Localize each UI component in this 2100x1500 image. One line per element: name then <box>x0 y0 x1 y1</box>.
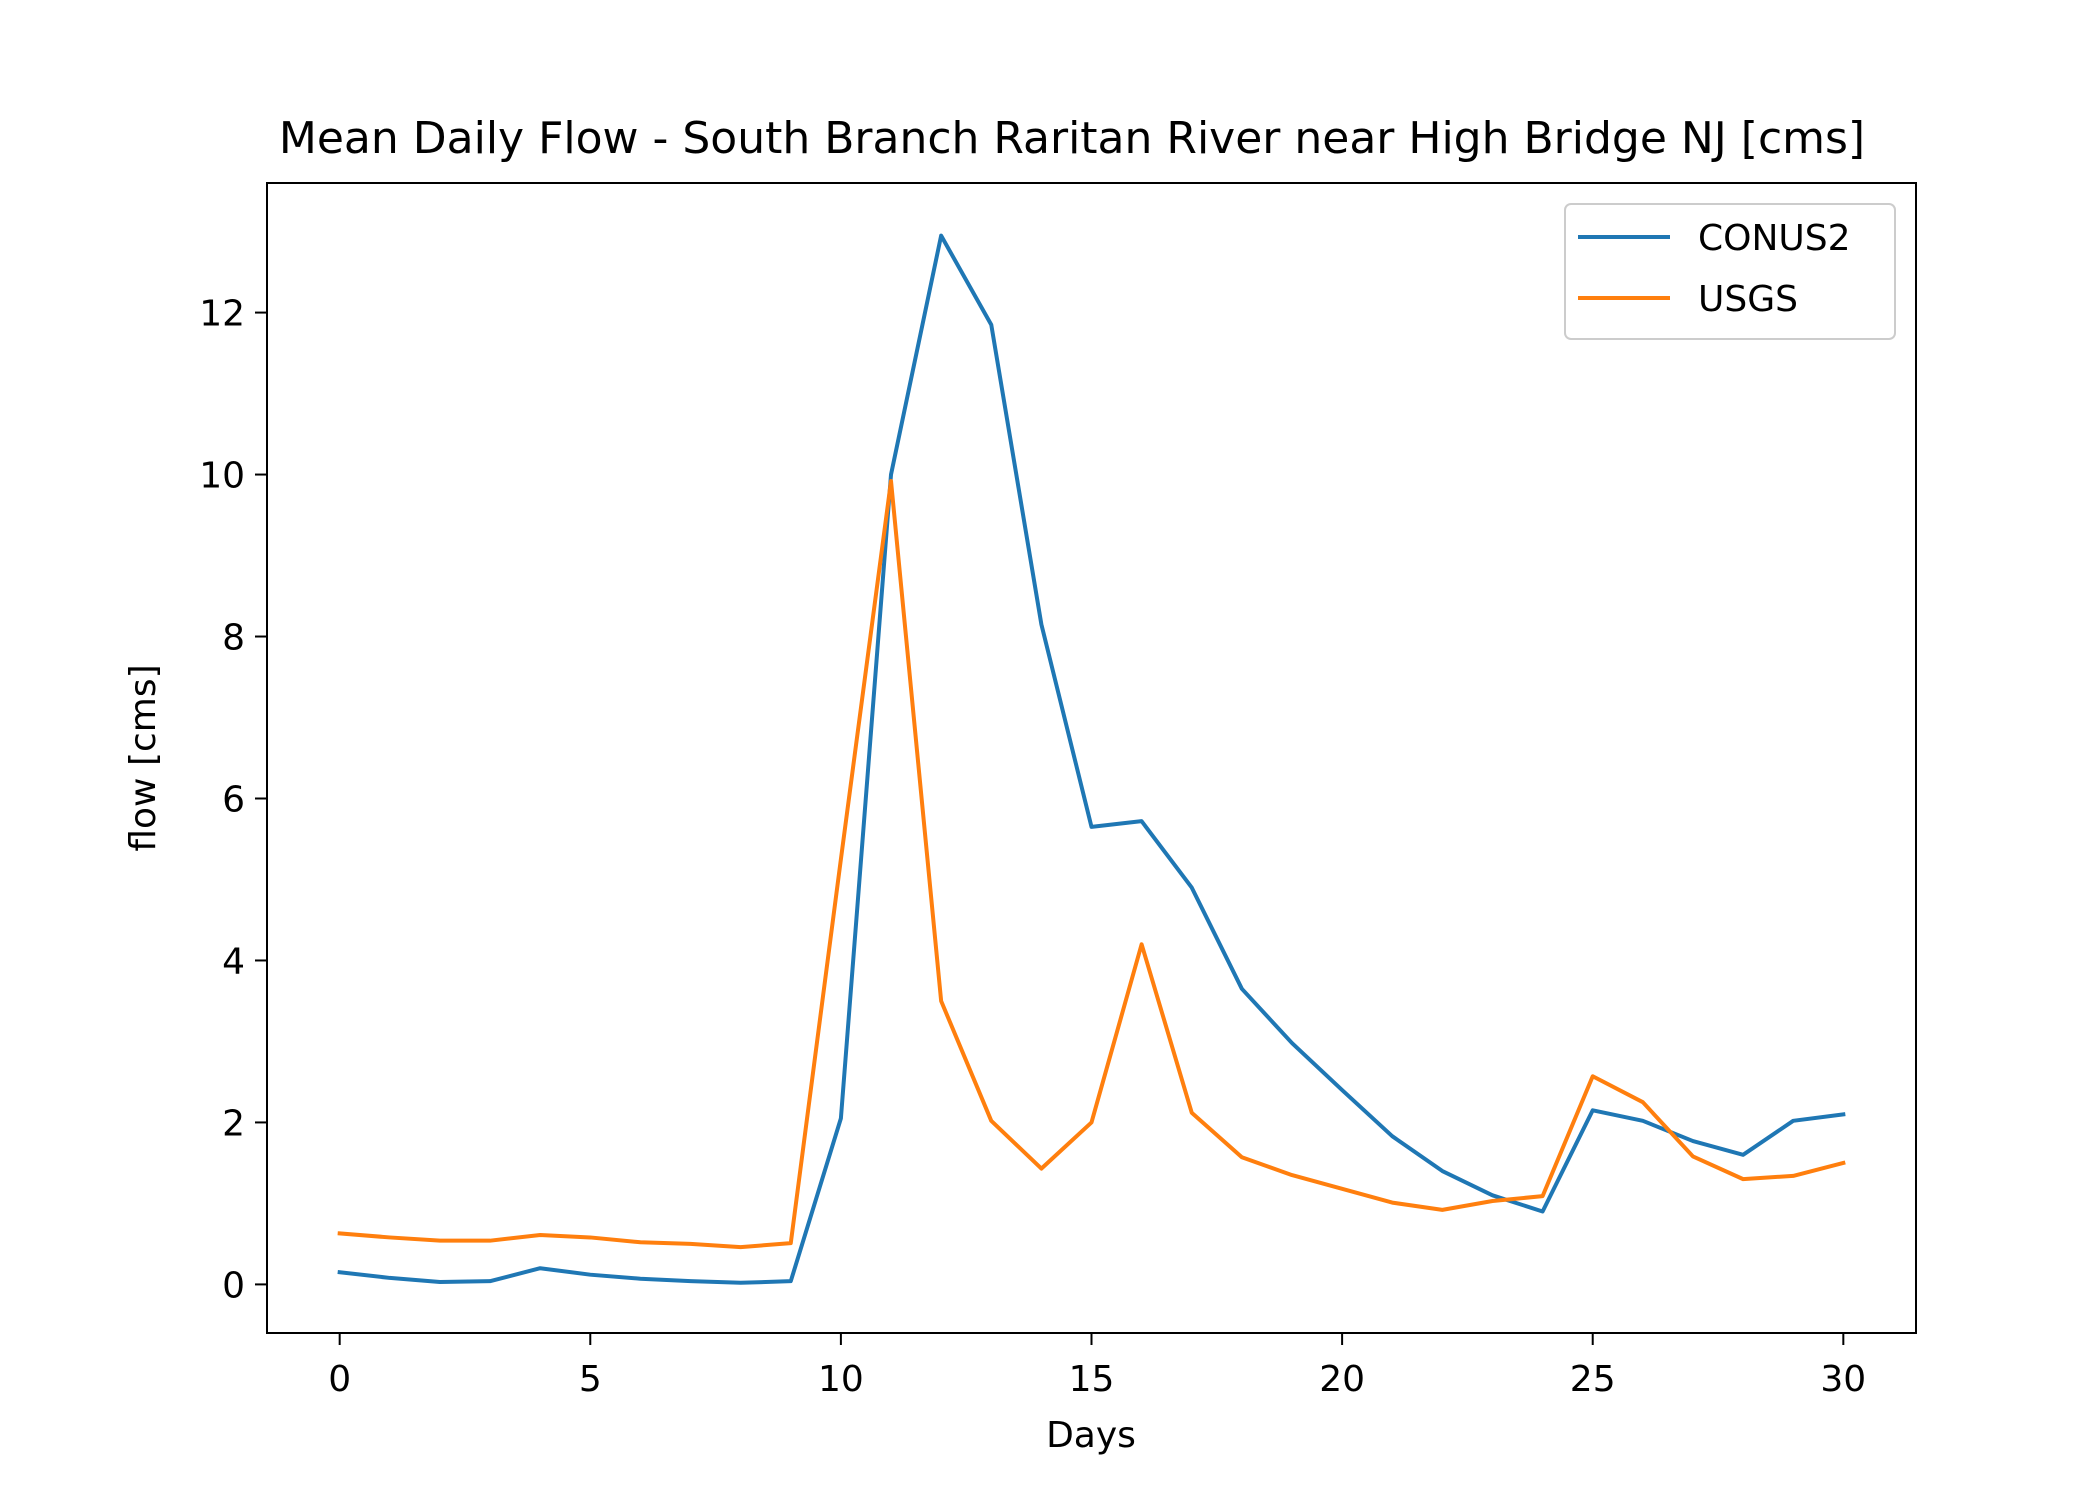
x-tick-label: 20 <box>1319 1359 1365 1400</box>
x-tick-label: 15 <box>1069 1359 1115 1400</box>
y-axis-ticks: 0 2 4 6 8 10 12 <box>199 294 267 1306</box>
y-axis-label: flow [cms] <box>123 664 164 851</box>
x-axis-ticks: 0 5 10 15 20 25 30 <box>328 1333 1866 1400</box>
legend: CONUS2 USGS <box>1564 203 1896 340</box>
y-tick-label: 10 <box>199 456 245 497</box>
y-tick-label: 0 <box>222 1265 245 1306</box>
x-tick-label: 25 <box>1570 1359 1616 1400</box>
legend-label-conus2: CONUS2 <box>1698 218 1851 259</box>
y-tick-label: 2 <box>222 1103 245 1144</box>
lines-layer <box>337 233 1846 1285</box>
series-line-conus2 <box>337 233 1846 1285</box>
x-tick-label: 30 <box>1820 1359 1866 1400</box>
chart-title: Mean Daily Flow - South Branch Raritan R… <box>279 113 1865 164</box>
x-tick-label: 0 <box>328 1359 351 1400</box>
y-tick-label: 8 <box>222 618 245 659</box>
y-tick-label: 12 <box>199 294 245 335</box>
y-tick-label: 4 <box>222 941 245 982</box>
x-tick-label: 5 <box>579 1359 602 1400</box>
y-tick-label: 6 <box>222 779 245 820</box>
x-tick-label: 10 <box>818 1359 864 1400</box>
x-axis-label: Days <box>1046 1415 1136 1456</box>
legend-label-usgs: USGS <box>1698 279 1798 320</box>
series-line-usgs <box>337 479 1846 1250</box>
